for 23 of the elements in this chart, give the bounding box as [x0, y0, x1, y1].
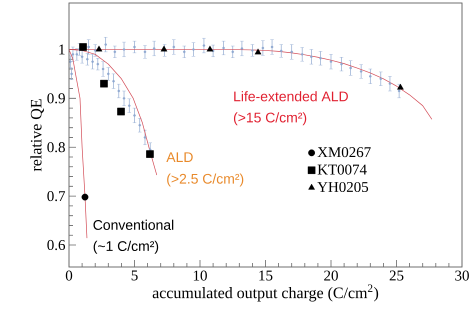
legend-label: YH0205: [317, 182, 368, 192]
legend-label: XM0267: [318, 147, 371, 158]
y-tick-label: 0.7: [47, 191, 66, 202]
y-tick-label: 1: [59, 44, 65, 54]
x-tick-label: 20: [324, 270, 338, 281]
y-tick-label: 0.6: [47, 240, 66, 250]
annotation: (>2.5 C/cm²): [167, 173, 244, 186]
annotation: (>15 C/cm²): [234, 112, 306, 126]
annotation: Conventional: [93, 220, 174, 230]
annotation: (~1 C/cm²): [94, 240, 158, 254]
x-tick-label: 10: [194, 270, 207, 281]
legend-label: KT0074: [318, 164, 367, 175]
x-tick-label: 5: [132, 270, 138, 280]
x-tick-label: 0: [66, 270, 72, 281]
annotation: ALD: [166, 152, 193, 162]
y-tick-label: 0.9: [47, 93, 65, 104]
y-tick-label: 0.8: [47, 142, 65, 152]
annotation: Life-extended ALD: [234, 91, 348, 102]
y-axis-title: relative QE: [30, 99, 44, 172]
x-tick-label: 15: [259, 270, 272, 281]
x-axis-title: accumulated output charge (C/cm$^{2}$): [152, 284, 378, 302]
x-tick-label: 25: [390, 270, 404, 281]
x-tick-label: 30: [455, 270, 469, 281]
